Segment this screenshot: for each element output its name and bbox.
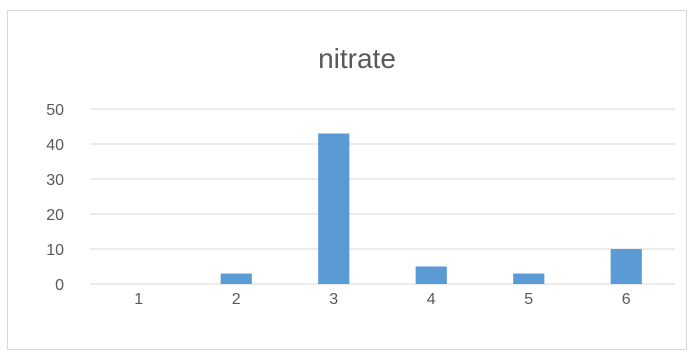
y-tick-label: 10: [46, 242, 64, 259]
bar: [220, 273, 252, 284]
x-tick-label: 4: [427, 291, 436, 308]
y-axis-ticks: 0 10 20 30 40 50: [46, 102, 64, 294]
bar: [415, 266, 447, 284]
y-tick-label: 0: [55, 277, 64, 294]
bar: [513, 273, 545, 284]
x-axis-ticks: 1 2 3 4 5 6: [134, 291, 631, 308]
x-tick-label: 2: [232, 291, 241, 308]
bars: [220, 133, 642, 284]
x-tick-label: 6: [622, 291, 631, 308]
y-tick-label: 40: [46, 137, 64, 154]
chart-title: nitrate: [318, 43, 396, 74]
bar: [610, 249, 642, 284]
x-tick-label: 1: [134, 291, 143, 308]
y-tick-label: 30: [46, 172, 64, 189]
y-tick-label: 50: [46, 102, 64, 119]
x-tick-label: 3: [329, 291, 338, 308]
gridlines: [90, 108, 675, 285]
y-tick-label: 20: [46, 207, 64, 224]
x-tick-label: 5: [524, 291, 533, 308]
bar: [318, 133, 350, 284]
